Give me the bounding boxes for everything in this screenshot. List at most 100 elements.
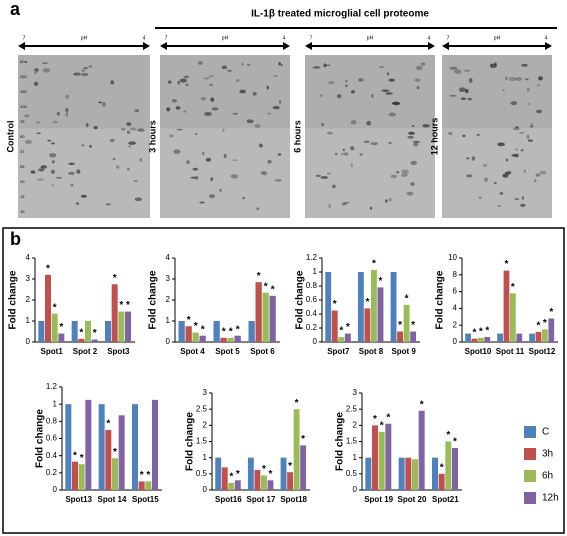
significance-mark: * <box>405 294 409 305</box>
significance-mark: * <box>346 322 350 333</box>
y-tick-label: 0 <box>26 337 31 346</box>
gel-spot <box>183 110 187 113</box>
gel-spot <box>363 140 370 143</box>
gel-spot <box>407 135 415 139</box>
y-tick-label: 2 <box>166 295 171 304</box>
significance-mark: * <box>236 324 240 335</box>
gel-spot <box>388 78 395 82</box>
gel-spot <box>109 138 115 143</box>
gel-spot <box>466 174 473 178</box>
bar <box>192 332 199 342</box>
bar <box>357 272 364 342</box>
gel-spot <box>340 153 344 155</box>
gel-spot <box>202 151 205 156</box>
gel-spot <box>199 201 205 204</box>
gel-spot <box>80 194 87 198</box>
bar <box>484 336 491 342</box>
bar <box>85 399 92 490</box>
gel-spot <box>278 99 282 104</box>
y-tick-label: 2 <box>353 420 358 429</box>
gel-spot <box>266 85 269 90</box>
bar <box>516 333 523 342</box>
bar <box>255 282 262 342</box>
gel-spot <box>538 76 543 81</box>
bar <box>78 464 85 490</box>
gel-spot <box>277 153 282 156</box>
gel-spot <box>198 61 203 65</box>
gel-spot <box>460 97 467 100</box>
legend-swatch <box>524 426 536 438</box>
gel-spot <box>81 69 86 73</box>
significance-mark: * <box>473 327 477 338</box>
gel-spot <box>326 172 331 175</box>
gel-spot <box>260 171 267 175</box>
y-tick-label: 1 <box>353 453 358 462</box>
y-tick-label: 2.5 <box>196 404 208 413</box>
gel-spot <box>205 157 212 162</box>
significance-mark: * <box>549 307 553 318</box>
bar <box>72 461 78 490</box>
y-tick-label: 0 <box>453 337 458 346</box>
gel-spot <box>370 142 378 146</box>
bar <box>254 469 261 490</box>
gel-spot <box>167 80 172 84</box>
gel-spot <box>185 83 189 87</box>
mw-label: 25 <box>20 164 25 169</box>
significance-mark: * <box>301 434 305 445</box>
significance-mark: * <box>222 326 226 337</box>
gel-spot <box>38 167 45 172</box>
gel-spot <box>497 204 502 207</box>
gel-spot <box>210 177 214 182</box>
y-tick-label: 4 <box>453 304 458 313</box>
y-tick-label: 6 <box>453 287 458 296</box>
significance-mark: * <box>106 419 110 430</box>
significance-mark: * <box>229 472 233 483</box>
y-tick-label: 0.5 <box>196 469 208 478</box>
gel-spot <box>81 72 89 77</box>
y-tick-label: 0 <box>313 337 318 346</box>
gel-spot <box>466 157 470 160</box>
y-tick-label: 1.5 <box>196 437 208 446</box>
gel-spot <box>536 109 543 114</box>
bar <box>287 472 294 490</box>
y-tick-label: 0.8 <box>46 416 58 425</box>
significance-mark: * <box>420 399 424 410</box>
gel-spot <box>190 176 197 179</box>
y-tick-label: 3 <box>203 388 208 397</box>
gel-spot <box>203 77 210 80</box>
gel-spot <box>34 71 38 75</box>
bar <box>125 311 131 342</box>
panel-b-label: b <box>10 229 21 249</box>
gel-spot <box>115 165 120 169</box>
gel-spot <box>177 80 180 85</box>
gel-spot <box>391 101 400 105</box>
legend-label: C <box>542 427 549 438</box>
bar <box>111 284 118 342</box>
gel-spot <box>223 153 227 159</box>
gel-spot <box>195 133 198 135</box>
significance-mark: * <box>113 447 117 458</box>
gel-spot <box>175 106 181 110</box>
gel-shade <box>18 55 150 129</box>
ph-label: 7 <box>165 35 168 41</box>
gel-spot <box>278 62 281 66</box>
gel-spot <box>192 167 199 171</box>
gel-spot <box>134 197 142 202</box>
gel-spot <box>267 159 272 164</box>
gel-spot <box>414 78 421 83</box>
bar <box>293 409 300 490</box>
panel-b-frame <box>2 227 565 534</box>
significance-mark: * <box>73 450 77 461</box>
gel-spot <box>34 68 39 72</box>
gel-spot <box>128 145 131 148</box>
x-tick-label: Spot 8 <box>359 347 384 356</box>
gel-spot <box>416 86 420 90</box>
y-axis-label: Fold change <box>148 270 159 329</box>
gel-spot <box>126 130 131 134</box>
y-tick-label: 3 <box>353 388 358 397</box>
significance-mark: * <box>53 302 57 313</box>
gel-spot <box>514 198 520 201</box>
bar <box>152 399 158 490</box>
bar <box>365 457 372 490</box>
